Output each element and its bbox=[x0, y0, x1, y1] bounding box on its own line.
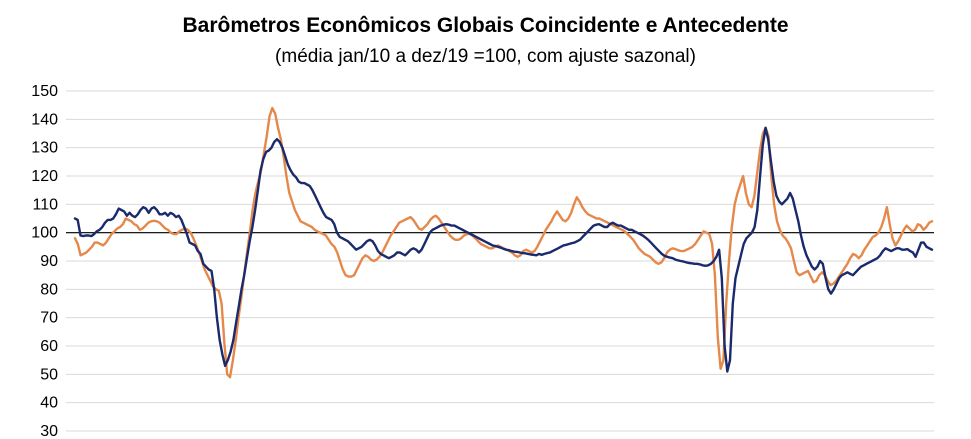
y-tick-label: 130 bbox=[31, 140, 58, 157]
y-tick-label: 150 bbox=[31, 83, 58, 100]
chart-subtitle: (média jan/10 a dez/19 =100, com ajuste … bbox=[275, 46, 696, 67]
y-tick-label: 90 bbox=[40, 253, 58, 270]
y-tick-label: 30 bbox=[40, 423, 58, 439]
y-tick-label: 110 bbox=[32, 196, 58, 213]
chart-title: Barômetros Econômicos Globais Coincident… bbox=[182, 14, 789, 37]
series-line-coincident bbox=[73, 126, 934, 373]
y-tick-label: 80 bbox=[40, 281, 58, 298]
y-tick-label: 40 bbox=[40, 395, 58, 412]
y-tick-label: 60 bbox=[40, 338, 58, 355]
y-tick-label: 100 bbox=[31, 225, 58, 242]
y-tick-label: 120 bbox=[31, 168, 58, 185]
y-tick-label: 140 bbox=[31, 111, 58, 128]
y-tick-label: 70 bbox=[40, 310, 58, 327]
y-tick-label: 50 bbox=[40, 366, 58, 383]
